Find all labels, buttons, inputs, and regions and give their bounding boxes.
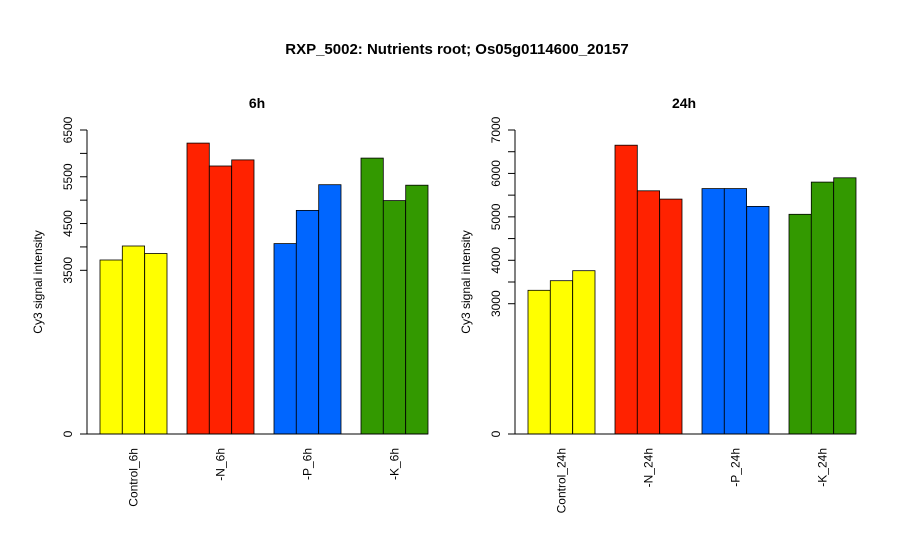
bar--K_24h-2 — [810, 181, 834, 435]
bar-Control_24h-2 — [549, 280, 573, 435]
bars-24h — [527, 144, 857, 435]
bar-Control_24h-1 — [527, 289, 551, 435]
y-tick-label: 6000 — [489, 160, 503, 187]
bar--N_24h-3 — [659, 198, 683, 435]
panel-title-24h: 24h — [672, 95, 696, 111]
y-tick-label: 4000 — [489, 247, 503, 274]
x-tick-label: -N_6h — [214, 448, 228, 481]
bar--P_24h-2 — [723, 188, 747, 435]
bar--N_24h-1 — [614, 144, 638, 435]
bar-Control_6h-1 — [99, 259, 123, 435]
panel-24h: 24h Cy3 signal intensity 0 3000 4000 5000 60… — [459, 95, 857, 513]
bar--N_24h-2 — [636, 190, 660, 435]
y-tick-label: 3000 — [489, 290, 503, 317]
x-tick-label: Control_6h — [127, 448, 141, 507]
x-tick-label: -K_6h — [388, 448, 402, 480]
x-tick-label: -N_24h — [642, 448, 656, 487]
bar--K_6h-1 — [360, 157, 384, 435]
bar--K_24h-1 — [788, 213, 812, 435]
bar-Control_24h-3 — [572, 270, 596, 435]
bars-6h — [99, 142, 429, 435]
y-axis-6h: 0 3500 4500 5500 6500 — [61, 116, 428, 437]
y-tick-label: 4500 — [61, 210, 75, 237]
y-axis-label-24h: Cy3 signal intensity — [459, 230, 473, 333]
x-tick-labels-24h: Control_24h -N_24h -P_24h -K_24h — [555, 448, 830, 513]
x-tick-labels-6h: Control_6h -N_6h -P_6h -K_6h — [127, 448, 402, 507]
bar-Control_6h-2 — [121, 245, 146, 435]
panel-title-6h: 6h — [249, 95, 265, 111]
y-tick-label: 0 — [61, 430, 75, 437]
y-tick-label: 3500 — [61, 257, 75, 284]
bar--P_24h-1 — [701, 188, 725, 435]
chart-main-title: RXP_5002: Nutrients root; Os05g0114600_2… — [285, 41, 629, 58]
bar--P_24h-3 — [746, 205, 770, 435]
bar--N_6h-3 — [231, 159, 255, 435]
y-tick-label: 7000 — [489, 116, 503, 143]
bar--P_6h-3 — [318, 184, 342, 435]
y-tick-label: 6500 — [61, 116, 75, 143]
bar--N_6h-2 — [208, 165, 233, 435]
bar--P_6h-1 — [273, 243, 297, 435]
x-tick-label: -P_6h — [301, 448, 315, 480]
x-tick-label: -K_24h — [816, 448, 830, 487]
x-tick-label: -P_24h — [729, 448, 743, 487]
y-tick-label: 5000 — [489, 203, 503, 230]
bar--K_6h-2 — [382, 200, 406, 435]
bar--N_6h-1 — [186, 142, 210, 435]
y-axis-label-6h: Cy3 signal intensity — [31, 230, 45, 333]
bar-Control_6h-3 — [144, 253, 168, 435]
bar--K_24h-3 — [833, 177, 857, 435]
panel-6h: 6h Cy3 signal intensity 0 3500 4500 5500 650… — [31, 95, 429, 507]
bar--P_6h-2 — [295, 209, 319, 435]
x-tick-label: Control_24h — [555, 448, 569, 513]
y-tick-label: 5500 — [61, 163, 75, 190]
y-axis-24h: 0 3000 4000 5000 6000 7000 — [489, 116, 856, 437]
y-tick-label: 0 — [489, 430, 503, 437]
bar--K_6h-3 — [405, 184, 429, 435]
